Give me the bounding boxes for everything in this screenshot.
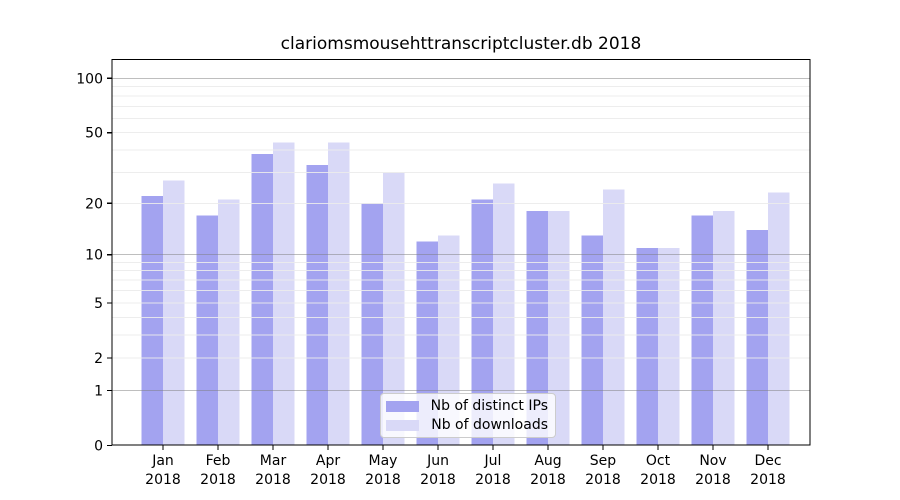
legend-swatch-distinct-ips: [386, 400, 419, 412]
bar-downloads-mar: [273, 142, 295, 445]
bar-distinct-ips-aug: [526, 211, 548, 445]
y-tick-label-2: 2: [94, 351, 103, 367]
bar-downloads-aug: [548, 211, 570, 445]
x-tick-label-month-jul: Jul: [484, 453, 502, 469]
y-tick-label-100: 100: [76, 71, 103, 87]
bar-downloads-nov: [713, 211, 735, 445]
bar-downloads-jan: [163, 180, 185, 445]
x-tick-label-year-sep: 2018: [585, 472, 621, 488]
bar-downloads-jul: [493, 183, 515, 445]
x-tick-label-year-feb: 2018: [200, 472, 236, 488]
x-tick-label-month-nov: Nov: [699, 453, 726, 469]
chart-title: clariomsmousehttranscriptcluster.db 2018: [280, 34, 642, 54]
bar-distinct-ips-feb: [196, 215, 218, 445]
bar-distinct-ips-jan: [141, 196, 163, 445]
bar-distinct-ips-sep: [581, 235, 603, 445]
y-tick-label-5: 5: [94, 296, 103, 312]
plot-border: [111, 58, 811, 446]
legend-label-distinct-ips: Nb of distinct IPs: [430, 398, 548, 414]
legend: Nb of distinct IPs Nb of downloads: [380, 393, 556, 438]
x-tick-label-month-apr: Apr: [316, 453, 340, 469]
bar-downloads-oct: [658, 247, 680, 445]
x-tick-label-month-may: May: [369, 453, 398, 469]
y-tick-label-1: 1: [94, 383, 103, 399]
x-tick-label-year-aug: 2018: [530, 472, 566, 488]
x-tick-label-month-sep: Sep: [590, 453, 617, 469]
bar-downloads-may: [383, 172, 405, 445]
bar-downloads-feb: [218, 199, 240, 445]
x-tick-label-month-jun: Jun: [426, 453, 449, 469]
bar-distinct-ips-apr: [306, 164, 328, 445]
x-tick-label-year-jun: 2018: [420, 472, 456, 488]
legend-swatch-downloads: [386, 419, 419, 431]
x-tick-label-year-nov: 2018: [695, 472, 731, 488]
bar-distinct-ips-mar: [251, 154, 273, 445]
x-tick-label-month-aug: Aug: [534, 453, 561, 469]
x-tick-label-year-mar: 2018: [255, 472, 291, 488]
x-tick-label-year-dec: 2018: [750, 472, 786, 488]
y-tick-label-0: 0: [94, 439, 103, 455]
bar-downloads-jun: [438, 235, 460, 445]
x-tick-label-year-apr: 2018: [310, 472, 346, 488]
legend-row-downloads: Nb of downloads: [386, 417, 548, 433]
bar-distinct-ips-oct: [636, 247, 658, 445]
x-tick-label-month-dec: Dec: [754, 453, 781, 469]
y-tick-label-50: 50: [85, 126, 103, 142]
y-tick-label-10: 10: [85, 248, 103, 264]
bar-downloads-dec: [768, 192, 790, 445]
bar-downloads-apr: [328, 142, 350, 445]
bar-distinct-ips-may: [361, 203, 383, 445]
x-tick-label-month-feb: Feb: [206, 453, 231, 469]
x-tick-label-month-mar: Mar: [260, 453, 287, 469]
x-tick-label-year-may: 2018: [365, 472, 401, 488]
bar-distinct-ips-dec: [746, 230, 768, 445]
x-tick-label-month-jan: Jan: [151, 453, 174, 469]
x-tick-label-year-oct: 2018: [640, 472, 676, 488]
x-tick-label-month-oct: Oct: [646, 453, 671, 469]
x-tick-label-year-jan: 2018: [145, 472, 181, 488]
bar-distinct-ips-jul: [471, 199, 493, 445]
y-tick-label-20: 20: [85, 196, 103, 212]
bar-distinct-ips-nov: [691, 215, 713, 445]
x-tick-label-year-jul: 2018: [475, 472, 511, 488]
legend-row-distinct-ips: Nb of distinct IPs: [386, 398, 548, 414]
legend-label-downloads: Nb of downloads: [431, 417, 548, 433]
